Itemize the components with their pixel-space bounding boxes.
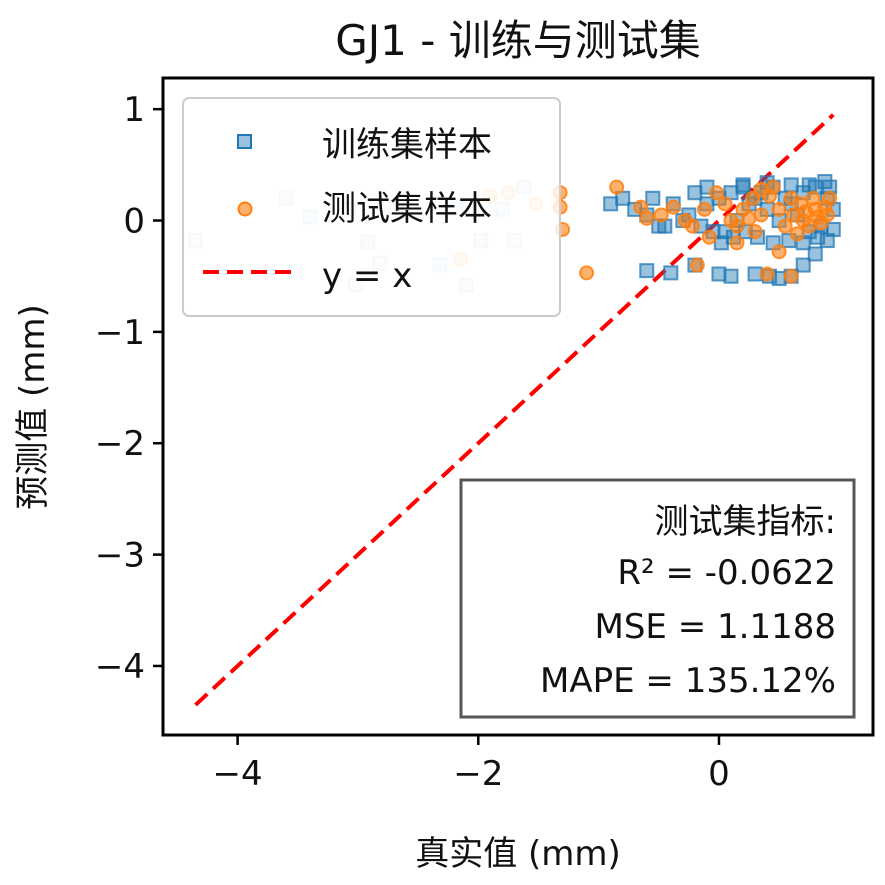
test-point — [709, 185, 725, 201]
test-point — [665, 199, 681, 215]
test-point — [579, 265, 595, 281]
train-point — [663, 265, 679, 281]
test-point — [753, 181, 769, 197]
train-point — [810, 229, 826, 245]
metrics-box: 测试集指标: R² = -0.0622 MSE = 1.1188 MAPE = … — [459, 478, 856, 719]
y-equals-x-line — [194, 113, 835, 707]
chart-title: GJ1 - 训练与测试集 — [335, 16, 701, 65]
test-point — [729, 218, 745, 234]
train-point — [735, 177, 751, 193]
test-point — [633, 199, 649, 215]
train-point — [645, 190, 661, 206]
test-point — [684, 218, 700, 234]
train-point — [639, 263, 655, 279]
y-tick-label: 1 — [123, 90, 145, 130]
train-point — [807, 246, 823, 262]
reference-line — [194, 113, 835, 707]
test-point — [747, 224, 763, 240]
legend-train-label: 训练集样本 — [322, 125, 492, 165]
test-series — [452, 179, 838, 284]
legend-train-marker — [237, 134, 252, 149]
test-point — [789, 226, 805, 242]
train-point — [795, 257, 811, 273]
metrics-title: 测试集指标: — [655, 502, 836, 542]
test-point — [777, 218, 793, 234]
test-point — [717, 196, 733, 212]
x-tick-label: 0 — [708, 754, 730, 794]
test-point — [609, 179, 625, 195]
x-tick-label: −4 — [213, 754, 263, 794]
test-point — [771, 244, 787, 260]
train-point — [783, 177, 799, 193]
test-point — [689, 257, 705, 273]
train-point — [825, 221, 841, 237]
axis-ticks: −4 −2 0 1 0 −1 −2 −3 −4 — [95, 90, 730, 794]
test-point — [701, 229, 717, 245]
legend-line-label: y = x — [322, 256, 412, 296]
train-point — [801, 177, 817, 193]
test-point — [729, 235, 745, 251]
legend: 训练集样本 测试集样本 y = x — [182, 97, 561, 317]
test-point — [745, 190, 761, 206]
y-tick-label: −1 — [95, 313, 145, 353]
metric-mape: MAPE = 135.12% — [540, 661, 836, 701]
test-point — [783, 268, 799, 284]
metric-r2: R² = -0.0622 — [617, 553, 836, 593]
test-point — [819, 207, 835, 223]
train-point — [603, 196, 619, 212]
test-point — [653, 207, 669, 223]
y-tick-label: −3 — [95, 536, 145, 576]
y-axis-label: 预测值 (mm) — [13, 304, 53, 510]
train-point — [723, 268, 739, 284]
plot-frame — [161, 76, 875, 737]
legend-box — [182, 97, 561, 317]
legend-test-marker — [237, 201, 253, 217]
metrics-frame — [459, 478, 856, 719]
metric-mse: MSE = 1.1188 — [595, 607, 836, 647]
train-point — [817, 174, 833, 190]
y-tick-label: −2 — [95, 424, 145, 464]
x-axis-label: 真实值 (mm) — [415, 834, 621, 874]
legend-test-label: 测试集样本 — [322, 189, 492, 229]
test-point — [771, 201, 787, 217]
test-point — [765, 179, 781, 195]
y-tick-label: 0 — [123, 202, 145, 242]
test-point — [759, 266, 775, 282]
test-point — [822, 190, 838, 206]
test-point — [639, 210, 655, 226]
test-point — [753, 207, 769, 223]
test-point — [741, 210, 757, 226]
y-tick-label: −4 — [95, 647, 145, 687]
x-tick-label: −2 — [453, 754, 503, 794]
test-point — [697, 201, 713, 217]
